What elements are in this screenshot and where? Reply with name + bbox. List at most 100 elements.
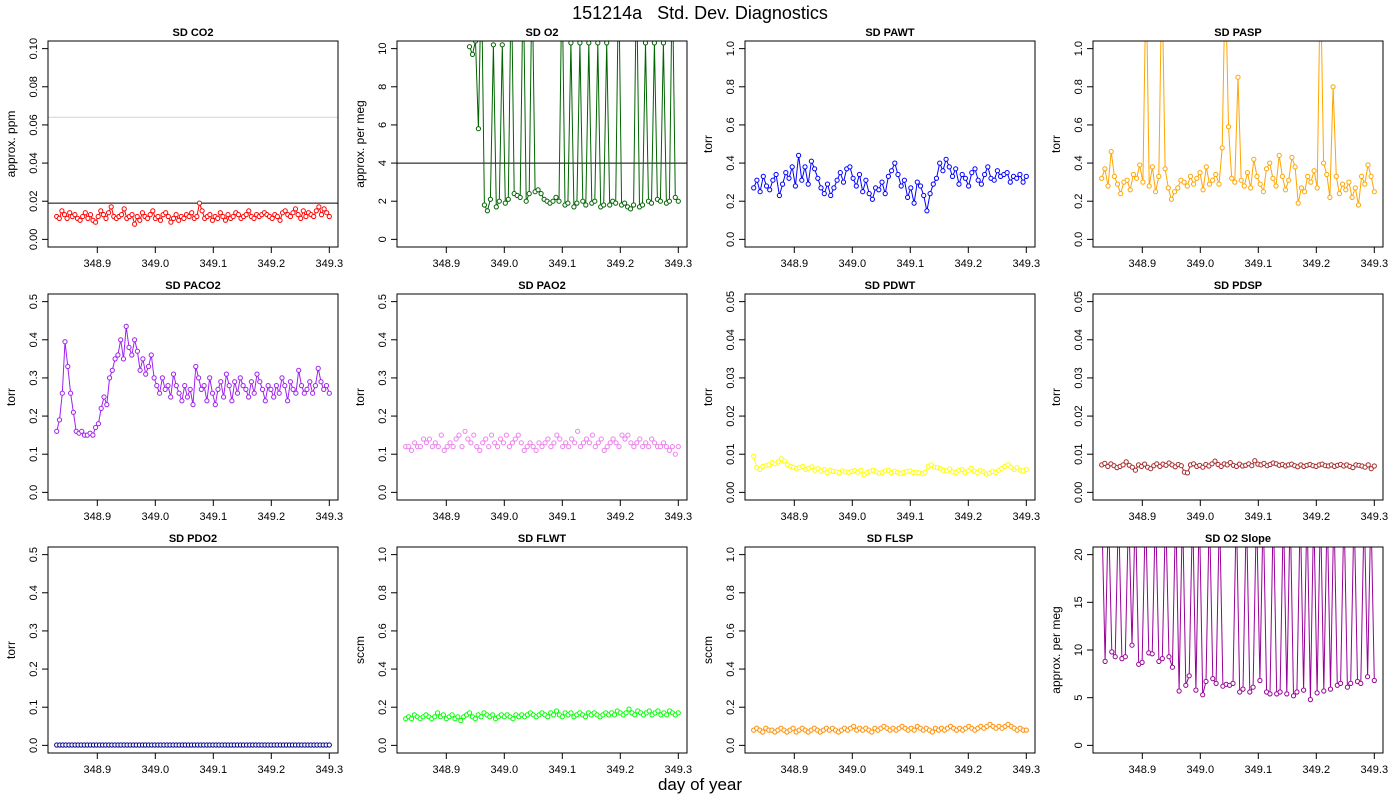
- data-point: [1176, 688, 1182, 694]
- data-point: [471, 432, 477, 438]
- data-point: [1371, 189, 1377, 195]
- data-point: [1290, 693, 1297, 699]
- data-point: [497, 436, 504, 442]
- data-point: [1241, 183, 1247, 189]
- data-point: [818, 185, 824, 191]
- data-point: [453, 436, 459, 442]
- data-point: [165, 383, 171, 389]
- y-tick-label: 0.0: [28, 738, 40, 753]
- y-tick-label: 1.0: [377, 547, 389, 562]
- data-point: [134, 213, 140, 220]
- data-point: [763, 183, 770, 189]
- y-tick-label: 1.0: [1073, 41, 1085, 56]
- data-point: [595, 440, 601, 446]
- data-point: [943, 156, 949, 162]
- data-point: [1288, 505, 1292, 509]
- data-point: [757, 189, 763, 195]
- data-point: [313, 208, 319, 214]
- y-tick-label: 1.0: [725, 547, 737, 562]
- data-point: [1270, 175, 1276, 181]
- y-tick-label: 0.5: [28, 547, 40, 562]
- series: [403, 706, 681, 724]
- data-point: [143, 371, 149, 377]
- data-point: [815, 175, 821, 181]
- y-tick-label: 0.0: [377, 738, 389, 753]
- panel-title: SD PASP: [1214, 27, 1261, 39]
- data-point: [518, 440, 524, 446]
- data-point: [604, 41, 610, 46]
- data-point: [1165, 185, 1171, 191]
- data-point: [863, 177, 869, 183]
- y-tick-label: 4: [377, 160, 389, 166]
- x-tick-label: 349.2: [258, 764, 286, 776]
- x-tick-label: 349.1: [897, 764, 925, 776]
- x-tick-label: 349.3: [316, 511, 344, 523]
- data-point: [1349, 194, 1355, 200]
- plot-frame: [744, 293, 1036, 501]
- data-point: [123, 323, 129, 329]
- data-point: [287, 213, 293, 220]
- data-point: [622, 436, 628, 442]
- data-point: [592, 444, 598, 450]
- data-point: [613, 200, 619, 206]
- y-tick-label: 0.0: [28, 485, 40, 500]
- data-point: [790, 725, 796, 731]
- data-point: [295, 212, 301, 218]
- data-point: [321, 206, 327, 212]
- data-point: [315, 365, 321, 371]
- data-point: [569, 436, 575, 442]
- data-point: [554, 432, 560, 438]
- x-tick-label: 349.0: [1187, 764, 1215, 776]
- data-point: [1311, 168, 1317, 174]
- x-tick-label: 348.9: [84, 258, 112, 270]
- data-point: [800, 463, 806, 469]
- data-point: [545, 436, 551, 442]
- x-tick-label: 349.0: [142, 511, 170, 523]
- data-point: [234, 390, 241, 396]
- data-point: [1129, 642, 1135, 648]
- data-point: [1359, 173, 1365, 179]
- data-point: [1164, 505, 1168, 509]
- y-axis-label: approx. per meg: [353, 100, 367, 187]
- y-tick-label: 0.1: [377, 447, 389, 462]
- data-point: [577, 41, 583, 46]
- y-tick-label: 0.10: [28, 38, 40, 59]
- x-tick-label: 349.1: [1245, 511, 1273, 523]
- data-point: [927, 191, 933, 197]
- y-tick-label: 0: [1073, 742, 1085, 748]
- x-tick-label: 349.1: [549, 258, 577, 270]
- data-point: [1289, 154, 1295, 160]
- data-point: [1127, 187, 1133, 193]
- data-point: [991, 177, 997, 183]
- data-point: [1023, 727, 1029, 733]
- y-tick-label: 0.0: [725, 232, 737, 247]
- data-point: [1206, 181, 1213, 187]
- data-point: [559, 714, 565, 720]
- data-point: [1235, 74, 1241, 80]
- data-point: [132, 221, 138, 227]
- data-point: [492, 440, 498, 446]
- data-point: [1324, 171, 1330, 178]
- y-tick-label: 0.00: [28, 229, 40, 250]
- data-point: [592, 198, 598, 204]
- data-point: [601, 202, 607, 208]
- data-point: [101, 394, 107, 400]
- data-point: [243, 212, 249, 218]
- data-point: [509, 440, 516, 446]
- data-point: [230, 213, 236, 220]
- data-point: [568, 710, 574, 716]
- x-tick-label: 349.0: [839, 511, 867, 523]
- data-point: [1178, 463, 1184, 469]
- plot-frame: [744, 546, 1036, 754]
- data-point: [301, 390, 307, 396]
- data-point: [751, 185, 757, 191]
- data-point: [760, 729, 766, 735]
- data-point: [1148, 466, 1154, 472]
- data-point: [1343, 187, 1349, 193]
- data-point: [847, 164, 853, 170]
- data-point: [321, 386, 327, 392]
- panel-title: SD PAWT: [865, 27, 915, 39]
- data-point: [1007, 179, 1013, 185]
- data-point: [199, 208, 205, 214]
- data-point: [1194, 175, 1200, 181]
